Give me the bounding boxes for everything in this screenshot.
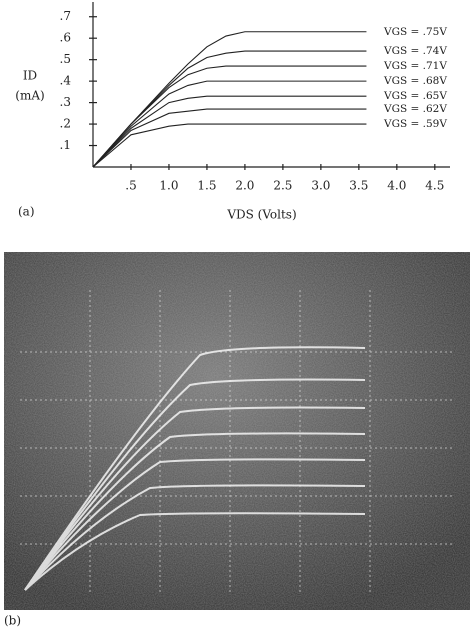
y-tick-label: .5 — [60, 52, 71, 66]
legend-label: VGS = .62V — [383, 103, 447, 115]
y-tick-label: .2 — [60, 117, 71, 131]
x-tick-label: 2.5 — [273, 179, 292, 193]
x-tick-label: 4.0 — [387, 179, 406, 193]
y-axis-label: ID — [23, 69, 37, 83]
y-axis-unit: (mA) — [15, 89, 44, 103]
y-tick-label: .3 — [60, 95, 71, 109]
series-line — [92, 65, 367, 168]
x-tick-label: 2.0 — [235, 179, 254, 193]
series-line — [92, 95, 367, 168]
oscilloscope-photo — [4, 252, 470, 610]
x-axis-label: VDS (Volts) — [226, 208, 296, 222]
legend-label: VGS = .65V — [383, 90, 447, 102]
x-tick-label: .5 — [125, 179, 136, 193]
y-tick-label: .6 — [60, 31, 71, 45]
series-line — [92, 108, 367, 168]
panel-label: (b) — [4, 614, 21, 628]
x-tick-label: 3.5 — [349, 179, 368, 193]
x-tick-label: 3.0 — [311, 179, 330, 193]
x-tick-label: 1.0 — [159, 179, 178, 193]
panel-label: (a) — [18, 205, 35, 219]
legend-label: VGS = .68V — [383, 75, 447, 87]
legend-label: VGS = .75V — [383, 26, 447, 38]
legend-label: VGS = .74V — [383, 45, 447, 57]
legend-label: VGS = .59V — [383, 118, 447, 130]
series-line — [92, 50, 367, 168]
series-line — [92, 31, 367, 168]
x-tick-label: 1.5 — [197, 179, 216, 193]
legend-label: VGS = .71V — [383, 60, 447, 72]
x-tick-label: 4.5 — [425, 179, 444, 193]
series-line — [92, 80, 367, 168]
series-line — [92, 123, 367, 168]
y-tick-label: .4 — [60, 74, 72, 88]
y-tick-label: .1 — [60, 138, 71, 152]
y-tick-label: .7 — [60, 9, 71, 23]
